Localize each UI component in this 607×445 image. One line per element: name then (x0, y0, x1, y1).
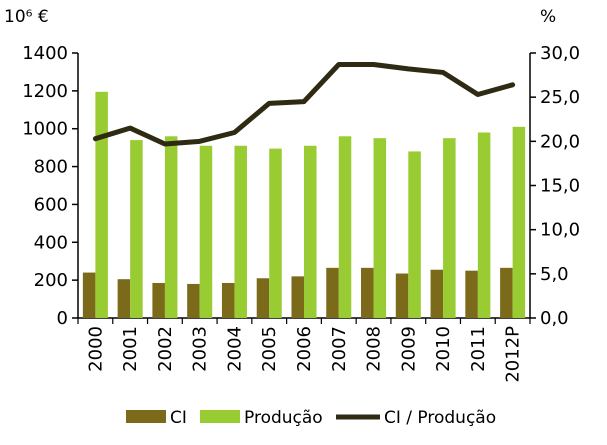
x-tick-label: 2003 (190, 326, 211, 372)
x-tick-label: 2007 (329, 326, 350, 372)
bar-producao (408, 151, 421, 318)
plot-area: 0 200 400 600 800 1000 1200 1400 0,0 5,0 10,0 15,0 2… (22, 43, 580, 383)
bar-ci (500, 267, 513, 318)
x-tick-label: 2011 (468, 326, 489, 372)
bar-producao (234, 145, 247, 318)
legend: CI Produção CI / Produção (126, 408, 496, 428)
bar-ci (291, 276, 304, 318)
bar-ci (361, 267, 374, 318)
y-left-tick-label: 200 (34, 270, 68, 291)
y-left-tick-label: 800 (34, 157, 68, 178)
bar-producao (304, 145, 317, 318)
x-tick-label: 2010 (433, 326, 454, 372)
y-left-tick-label: 1400 (22, 43, 68, 64)
y-right-tick-label: 0,0 (540, 308, 569, 329)
x-tick-label: 2006 (294, 326, 315, 372)
y-left-tick-label: 1200 (22, 81, 68, 102)
x-tick-label: 2008 (364, 326, 385, 372)
bar-producao (199, 145, 213, 318)
bar-producao (164, 136, 178, 318)
bar-producao (373, 138, 387, 318)
legend-label-producao: Produção (244, 408, 323, 428)
bar-producao (269, 148, 282, 318)
legend-label-ci: CI (170, 408, 187, 428)
bar-ci (430, 269, 444, 318)
y-left-tick-label: 0 (57, 308, 68, 329)
bar-ci (82, 272, 96, 318)
y-right-unit: % (540, 7, 556, 27)
legend-label-ratio: CI / Produção (384, 408, 496, 428)
bar-ci (326, 267, 339, 318)
y-left-unit: 10⁶ € (4, 7, 49, 27)
y-right-tick-label: 5,0 (540, 264, 569, 285)
x-tick-label: 2002 (155, 326, 176, 372)
y-right-tick-label: 15,0 (540, 176, 580, 197)
y-right-tick-label: 30,0 (540, 43, 580, 64)
x-tick-label: 2005 (259, 326, 280, 372)
bar-ci (465, 270, 478, 318)
bar-ci (187, 283, 200, 318)
bar-producao (130, 140, 143, 318)
bar-ci (256, 278, 270, 318)
bar-ci (221, 282, 235, 318)
y-right-tick-label: 20,0 (540, 131, 580, 152)
bar-producao (95, 91, 108, 318)
line-ci-producao (92, 61, 516, 147)
bar-producao (443, 138, 456, 318)
bar-producao (338, 136, 352, 318)
legend-swatch-producao (200, 410, 240, 423)
y-right-tick-label: 25,0 (540, 87, 580, 108)
y-left-tick-label: 400 (34, 232, 68, 253)
legend-swatch-ci (126, 410, 166, 423)
x-tick-label: 2012P (503, 326, 524, 383)
y-left-tick-label: 600 (34, 194, 68, 215)
x-tick-label: 2000 (85, 326, 106, 372)
y-right-tick-label: 10,0 (540, 220, 580, 241)
y-left-tick-label: 1000 (22, 119, 68, 140)
bar-ci (152, 282, 165, 318)
x-tick-label: 2001 (120, 326, 141, 372)
bar-producao (477, 132, 491, 318)
bar-ci (395, 273, 409, 318)
bar-ci (117, 279, 131, 318)
bar-producao (512, 126, 526, 318)
x-tick-label: 2009 (398, 326, 419, 372)
x-tick-label: 2004 (224, 326, 245, 372)
